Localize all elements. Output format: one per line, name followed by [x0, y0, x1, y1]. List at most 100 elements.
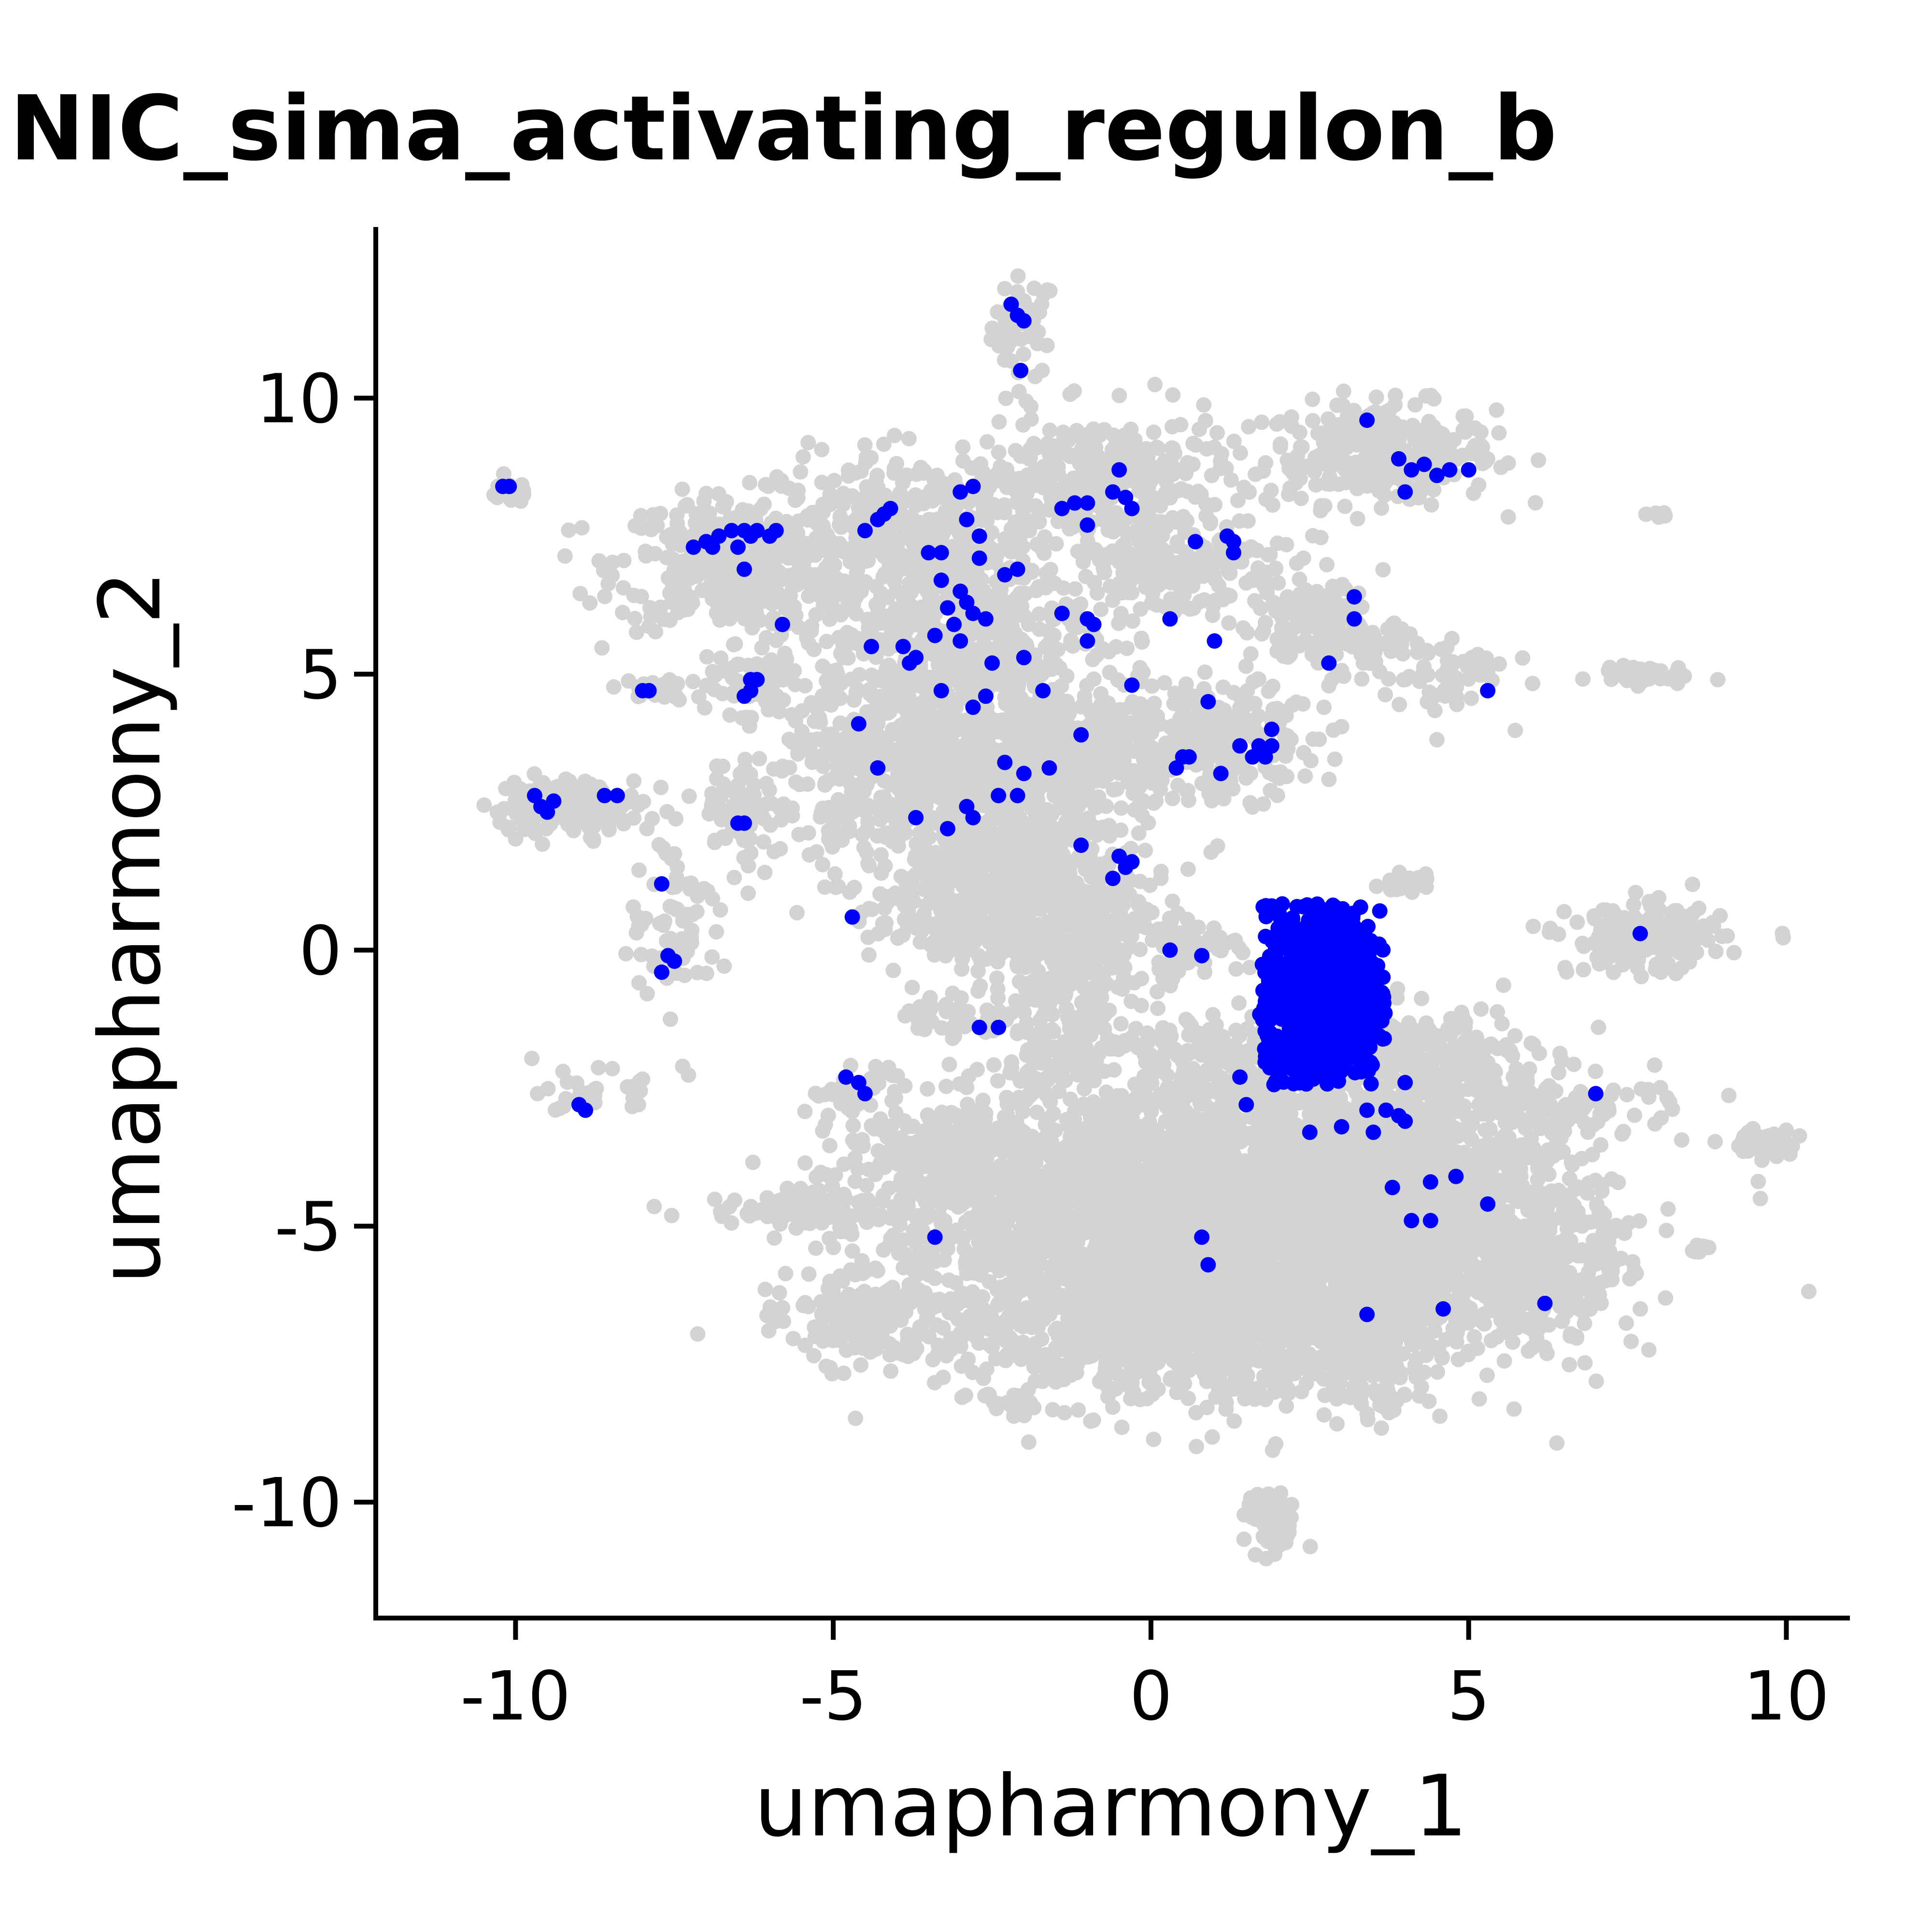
- background-cell-point: [1440, 675, 1456, 691]
- background-cell-point: [736, 850, 752, 866]
- background-cell-point: [1069, 423, 1085, 439]
- background-cell-point: [1008, 699, 1024, 715]
- background-cell-point: [1664, 940, 1680, 956]
- background-cell-point: [725, 637, 741, 653]
- background-cell-point: [1207, 497, 1223, 512]
- background-cell-point: [1239, 543, 1255, 559]
- background-cell-point: [582, 595, 598, 611]
- background-cell-point: [1455, 422, 1471, 438]
- background-cell-point: [776, 805, 792, 821]
- background-cell-point: [801, 847, 817, 863]
- background-cell-point: [1129, 742, 1145, 758]
- background-cell-point: [585, 833, 601, 849]
- background-cell-point: [786, 599, 802, 615]
- background-cell-point: [1089, 585, 1105, 601]
- background-cell-point: [975, 497, 991, 513]
- background-cell-point: [626, 773, 642, 789]
- background-cell-point: [684, 923, 700, 938]
- background-cell-point: [626, 587, 642, 603]
- background-cell-point: [1124, 585, 1140, 601]
- background-cell-point: [713, 579, 729, 595]
- background-cell-point: [1025, 671, 1041, 687]
- background-cell-point: [1314, 637, 1330, 653]
- background-cell-point: [1550, 926, 1566, 942]
- background-cell-point: [1414, 431, 1430, 447]
- background-cell-point: [1055, 425, 1071, 440]
- background-cell-point: [750, 544, 766, 560]
- background-cell-point: [906, 567, 922, 582]
- background-cell-point: [842, 884, 858, 900]
- background-cell-point: [1775, 930, 1791, 946]
- background-cell-point: [653, 780, 669, 796]
- background-cell-point: [873, 865, 889, 881]
- background-cell-point: [1113, 800, 1129, 816]
- background-cell-point: [1340, 420, 1356, 436]
- background-cell-point: [938, 503, 953, 519]
- background-cell-point: [861, 733, 877, 749]
- background-cell-point: [1353, 428, 1369, 444]
- background-cell-point: [760, 556, 776, 572]
- background-cell-point: [1154, 541, 1170, 557]
- background-cell-point: [1376, 476, 1392, 492]
- background-cell-point: [1154, 574, 1170, 590]
- background-cell-point: [1105, 442, 1121, 458]
- background-cell-point: [1184, 692, 1200, 708]
- background-cell-point: [1216, 723, 1232, 739]
- background-cell-point: [1005, 832, 1021, 848]
- background-cell-point: [662, 672, 678, 688]
- background-cell-point: [1407, 397, 1423, 413]
- background-cell-point: [756, 811, 772, 827]
- background-cell-point: [842, 554, 858, 569]
- background-cell-point: [781, 731, 797, 747]
- background-cell-point: [1029, 869, 1045, 885]
- background-cells-layer: [476, 268, 1817, 1567]
- background-cell-point: [979, 512, 995, 528]
- background-cell-point: [895, 528, 911, 544]
- background-cell-point: [1576, 962, 1591, 978]
- background-cell-point: [968, 746, 984, 762]
- background-cell-point: [705, 891, 721, 907]
- background-cell-point: [1388, 637, 1404, 653]
- background-cell-point: [722, 707, 738, 723]
- background-cell-point: [809, 701, 825, 717]
- background-cell-point: [1674, 960, 1690, 976]
- background-cell-point: [1235, 945, 1250, 961]
- background-cell-point: [628, 925, 644, 941]
- background-cell-point: [1354, 671, 1370, 687]
- background-cell-point: [1255, 796, 1271, 812]
- background-cell-point: [1489, 402, 1505, 418]
- background-cell-point: [1350, 511, 1365, 526]
- background-cell-point: [1040, 802, 1056, 818]
- background-cell-point: [812, 714, 828, 730]
- background-cell-point: [759, 590, 775, 606]
- background-cell-point: [1133, 997, 1149, 1013]
- background-cell-point: [1347, 473, 1363, 489]
- background-cell-point: [1116, 427, 1132, 443]
- background-cell-point: [638, 910, 653, 926]
- background-cell-point: [1242, 719, 1258, 735]
- background-cell-point: [924, 493, 940, 509]
- background-cell-point: [859, 822, 875, 838]
- background-cell-point: [668, 811, 684, 827]
- background-cell-point: [1475, 439, 1491, 455]
- background-cell-point: [1077, 688, 1093, 704]
- background-cell-point: [1279, 589, 1295, 605]
- background-cell-point: [1086, 542, 1102, 558]
- background-cell-point: [1569, 914, 1585, 930]
- background-cell-point: [1226, 433, 1242, 449]
- background-cell-point: [628, 625, 644, 640]
- background-cell-point: [817, 777, 833, 793]
- background-cell-point: [1078, 568, 1094, 584]
- background-cell-point: [1153, 870, 1169, 886]
- background-cell-point: [730, 777, 746, 793]
- background-cell-point: [1122, 699, 1137, 715]
- background-cell-point: [1179, 455, 1195, 471]
- background-cell-point: [1062, 386, 1078, 402]
- background-cell-point: [1149, 597, 1165, 613]
- background-cell-point: [895, 491, 910, 507]
- background-cell-point: [1102, 828, 1118, 844]
- background-cell-point: [564, 780, 580, 796]
- background-cell-point: [1044, 661, 1060, 677]
- background-cell-point: [1293, 586, 1308, 602]
- background-cell-point: [897, 609, 913, 625]
